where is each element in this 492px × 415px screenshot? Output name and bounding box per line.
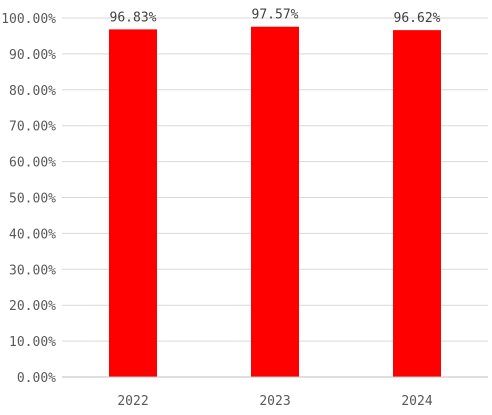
y-tick-label: 50.00% [9,192,56,207]
y-tick-label: 0.00% [17,371,56,386]
data-label: 97.57% [252,8,299,23]
y-tick-label: 10.00% [9,335,56,350]
y-tick-label: 80.00% [9,84,56,99]
data-label: 96.83% [110,10,157,25]
y-tick-label: 70.00% [9,120,56,135]
x-tick-label: 2023 [259,394,290,409]
x-tick-label: 2022 [117,394,148,409]
bar [251,26,299,378]
data-label: 96.62% [394,11,441,26]
y-tick-label: 60.00% [9,156,56,171]
bar [393,30,441,378]
y-tick-label: 40.00% [9,227,56,242]
bars [109,26,441,378]
y-tick-label: 100.00% [1,12,56,27]
x-tick-label: 2024 [401,394,432,409]
bar [109,29,157,377]
y-tick-label: 30.00% [9,263,56,278]
y-tick-label: 20.00% [9,299,56,314]
labels: 0.00% 10.00% 20.00% 30.00% 40.00% 50.00% 60.00… [1,8,440,409]
y-tick-label: 90.00% [9,48,56,63]
